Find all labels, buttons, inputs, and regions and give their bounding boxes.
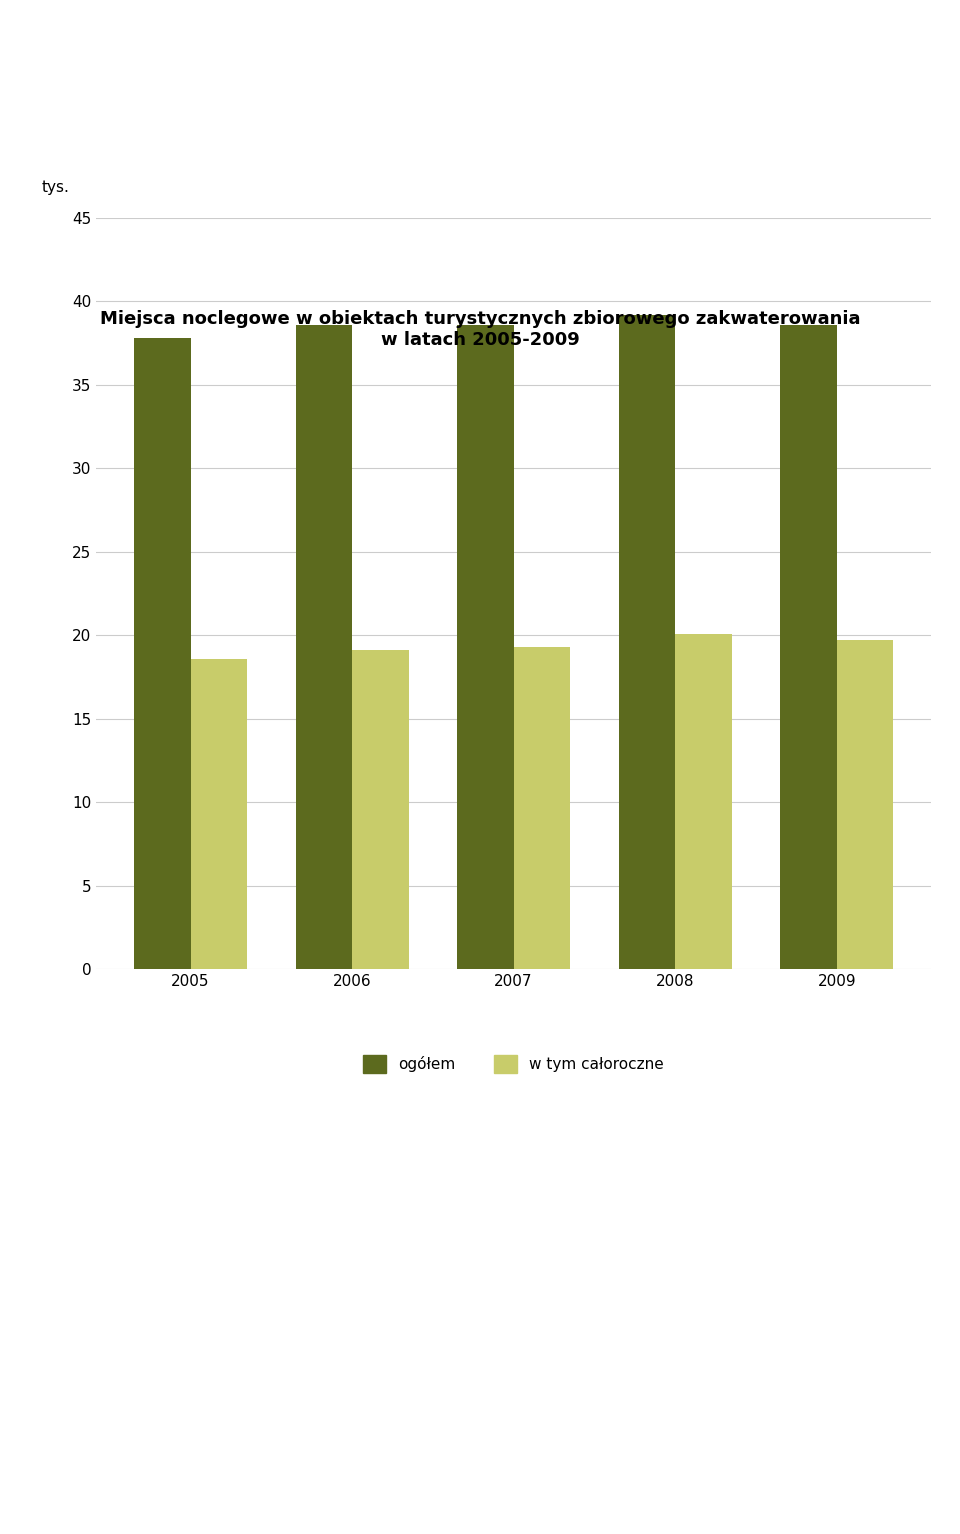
Bar [190,658,247,969]
Bar [618,314,675,969]
Bar [837,640,893,969]
Bar [296,325,352,969]
Text: Miejsca noclegowe w obiektach turystycznych zbiorowego zakwaterowania
w latach 2: Miejsca noclegowe w obiektach turystyczn… [100,310,860,348]
Text: tys.: tys. [41,181,69,195]
Legend: ogółem, w tym całoroczne: ogółem, w tym całoroczne [357,1049,670,1080]
Bar [352,650,409,969]
Bar [514,647,570,969]
Bar [457,325,514,969]
Bar [134,337,190,969]
Bar [675,634,732,969]
Bar [780,325,837,969]
